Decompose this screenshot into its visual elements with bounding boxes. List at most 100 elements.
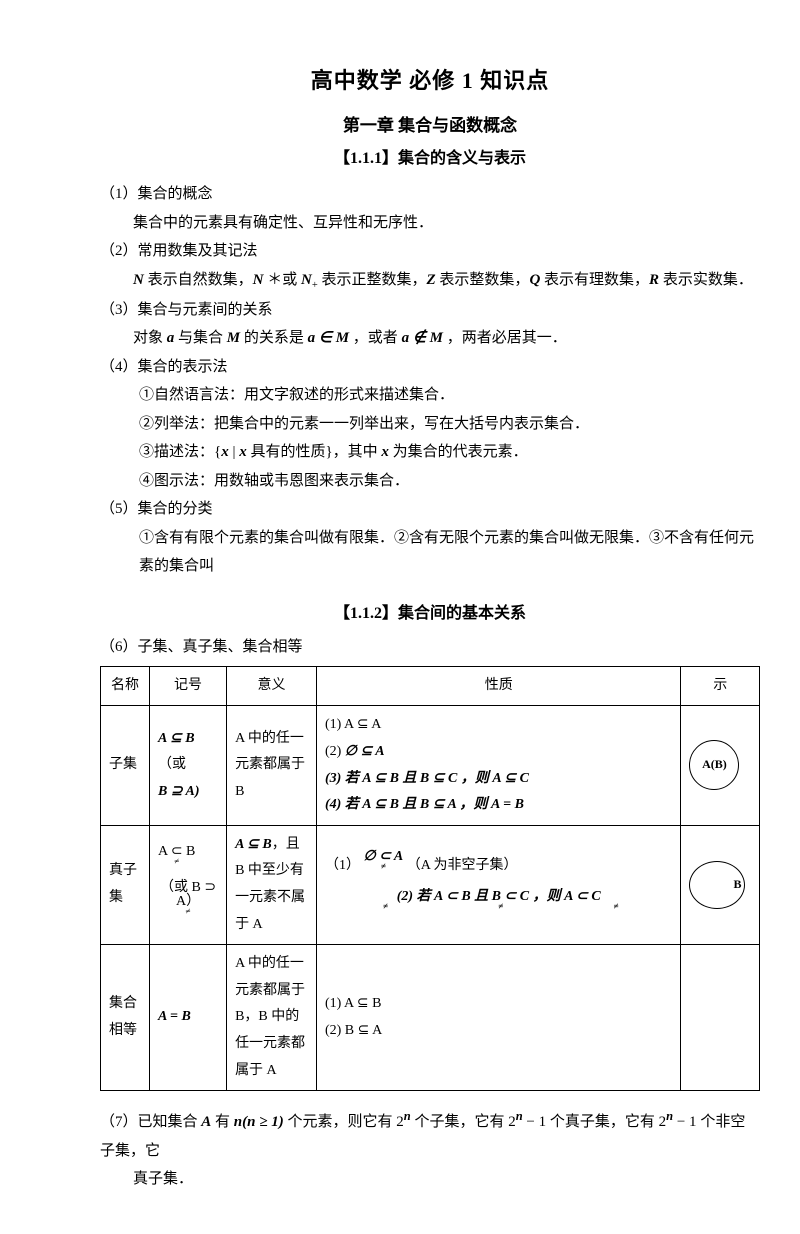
venn-label-b: B — [733, 873, 741, 896]
base: 2 — [396, 1114, 404, 1130]
pow: 2n − 1 — [659, 1114, 697, 1130]
point-2-body: N 表示自然数集，N ＊或 N+ 表示正整数集，Z 表示整数集，Q 表示有理数集… — [133, 266, 760, 296]
txt: 的关系是 — [240, 330, 308, 346]
table-row-proper-subset: 真子集 A ⊂ B ≠ （或 B ⊃ A） ≠ A ⊆ B，且 B 中至少有一元… — [101, 825, 760, 944]
rel-nin: a ∉ M — [402, 330, 443, 346]
prop: (4) 若 A ⊆ B 且 B ⊆ A ，则 A = B — [325, 792, 673, 819]
base: 2 — [508, 1114, 516, 1130]
pow: 2n — [396, 1114, 410, 1130]
point-4-s3: ③描述法：{x | x 具有的性质}，其中 x 为集合的代表元素． — [139, 438, 760, 467]
venn-label: A(B) — [689, 740, 739, 790]
prop: (1) A ⊆ B — [325, 991, 673, 1018]
cell-symbol: A ⊆ B （或 B ⊇ A) — [149, 706, 226, 825]
prop: （1） ∅ ⊂ A ≠ （A 为非空子集） — [325, 850, 673, 880]
point-2: （2）常用数集及其记法 — [100, 237, 760, 266]
cell-venn: A(B) — [681, 706, 760, 825]
table-row-equal: 集合相等 A = B A 中的任一元素都属于 B，B 中的任一元素都属于 A (… — [101, 945, 760, 1091]
point-3-body: 对象 a 与集合 M 的关系是 a ∈ M ，或者 a ∉ M ，两者必居其一． — [133, 324, 760, 353]
txt: 与集合 — [174, 330, 227, 346]
exp: n — [516, 1109, 523, 1123]
sym-n: n(n ≥ 1) — [234, 1114, 284, 1130]
chapter-title: 第一章 集合与函数概念 — [100, 110, 760, 142]
txt: ③描述法：{ — [139, 444, 221, 460]
point-1: （1）集合的概念 — [100, 180, 760, 209]
sym-Nplus: N — [301, 272, 312, 288]
cell-props: (1) A ⊆ A (2) ∅ ⊆ A (3) 若 A ⊆ B 且 B ⊆ C … — [316, 706, 681, 825]
rel-in: a ∈ M — [308, 330, 349, 346]
th-property: 性质 — [316, 666, 681, 706]
sym-A: A — [201, 1114, 211, 1130]
txt: (2) — [325, 744, 345, 759]
table-row-subset: 子集 A ⊆ B （或 B ⊇ A) A 中的任一元素都属于 B (1) A ⊆… — [101, 706, 760, 825]
point-3: （3）集合与元素间的关系 — [100, 296, 760, 325]
cell-symbol: A ⊂ B ≠ （或 B ⊃ A） ≠ — [149, 825, 226, 944]
txt: 个子集，它有 — [411, 1114, 509, 1130]
point-4-s2: ②列举法：把集合中的元素一一列举出来，写在大括号内表示集合． — [139, 410, 760, 439]
txt: 有 — [211, 1114, 234, 1130]
point-7: （7）已知集合 A 有 n(n ≥ 1) 个元素，则它有 2n 个子集，它有 2… — [100, 1105, 760, 1165]
prop: (2) 若 A ⊂ B 且 B ⊂ C ，则 A ⊂ C ≠ ≠ ≠ — [325, 890, 673, 920]
point-1-body: 集合中的元素具有确定性、互异性和无序性． — [133, 209, 760, 238]
sym-Z: Z — [427, 272, 436, 288]
prop: (2) ∅ ⊆ A — [325, 739, 673, 766]
cell-symbol: A = B — [149, 945, 226, 1091]
txt: 个真子集，它有 — [546, 1114, 659, 1130]
point-4-s4: ④图示法：用数轴或韦恩图来表示集合． — [139, 467, 760, 496]
txt: 表示整数集， — [436, 272, 530, 288]
point-6: （6）子集、真子集、集合相等 — [100, 633, 760, 662]
prop: (3) 若 A ⊆ B 且 B ⊆ C ，则 A ⊆ C — [325, 766, 673, 793]
txt: 表示正整数集， — [318, 272, 427, 288]
sym-proper-sub: A ⊂ B ≠ — [158, 845, 195, 864]
venn-icon: B — [689, 861, 745, 909]
txt: ，或者 — [349, 330, 402, 346]
cell-name: 集合相等 — [101, 945, 150, 1091]
txt: （或 — [158, 752, 218, 779]
pow: 2n − 1 — [508, 1114, 546, 1130]
txt: （A 为非空子集） — [407, 858, 518, 873]
exp: n — [404, 1109, 411, 1123]
sym-x: x — [381, 444, 389, 460]
cell-props: (1) A ⊆ B (2) B ⊆ A — [316, 945, 681, 1091]
sym-asubb: A ⊆ B — [158, 726, 218, 753]
section-112: 【1.1.2】集合间的基本关系 — [100, 599, 760, 629]
txt: (3) 若 A ⊆ B 且 B ⊆ C ，则 A ⊆ C — [325, 771, 529, 786]
point-4: （4）集合的表示法 — [100, 353, 760, 382]
point-5-body: ①含有有限个元素的集合叫做有限集．②含有无限个元素的集合叫做无限集．③不含有任何… — [139, 524, 760, 581]
th-symbol: 记号 — [149, 666, 226, 706]
txt: 表示实数集． — [659, 272, 753, 288]
th-meaning: 意义 — [227, 666, 317, 706]
prop: (2) B ⊆ A — [325, 1018, 673, 1045]
ne-icon: ≠ — [158, 859, 195, 864]
txt: (4) 若 A ⊆ B 且 B ⊆ A ，则 A = B — [325, 797, 524, 812]
relations-table: 名称 记号 意义 性质 示 子集 A ⊆ B （或 B ⊇ A) A 中的任一元… — [100, 666, 760, 1091]
txt: 具有的性质}，其中 — [247, 444, 382, 460]
ne-icon: ≠ — [363, 864, 403, 869]
point-7-cont: 真子集． — [133, 1165, 760, 1194]
sym-proper-sup: （或 B ⊃ A） ≠ — [158, 881, 218, 914]
txt: 对象 — [133, 330, 167, 346]
cell-props: （1） ∅ ⊂ A ≠ （A 为非空子集） (2) 若 A ⊂ B 且 B ⊂ … — [316, 825, 681, 944]
txt: （7）已知集合 — [100, 1114, 201, 1130]
sym: A ⊆ B — [235, 837, 272, 852]
sym-R: R — [649, 272, 659, 288]
cell-meaning: A 中的任一元素都属于 B，B 中的任一元素都属于 A — [227, 945, 317, 1091]
sym: ∅ ⊂ A ≠ — [363, 850, 403, 869]
prop: (1) A ⊆ A — [325, 712, 673, 739]
cell-venn — [681, 945, 760, 1091]
point-5: （5）集合的分类 — [100, 495, 760, 524]
th-diagram: 示 — [681, 666, 760, 706]
txt: 表示有理数集， — [540, 272, 649, 288]
sym-x: x — [221, 444, 229, 460]
section-111: 【1.1.1】集合的含义与表示 — [100, 144, 760, 174]
txt: 为集合的代表元素． — [389, 444, 528, 460]
cell-venn: B — [681, 825, 760, 944]
txt: ，两者必居其一． — [443, 330, 567, 346]
txt: 个元素，则它有 — [284, 1114, 397, 1130]
txt: 表示自然数集， — [144, 272, 253, 288]
page-title: 高中数学 必修 1 知识点 — [100, 60, 760, 102]
table-header-row: 名称 记号 意义 性质 示 — [101, 666, 760, 706]
sym-Nstar: N — [253, 272, 264, 288]
cell-name: 真子集 — [101, 825, 150, 944]
th-name: 名称 — [101, 666, 150, 706]
txt: ＊或 — [263, 272, 301, 288]
